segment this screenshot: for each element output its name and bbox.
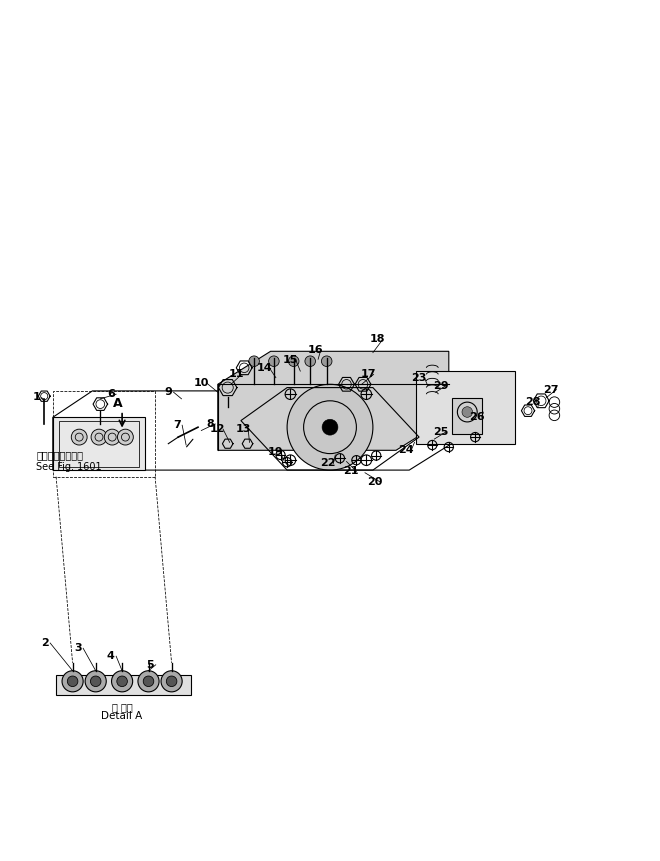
Circle shape (117, 429, 133, 445)
Text: 23: 23 (411, 373, 427, 382)
Text: 7: 7 (173, 420, 181, 430)
Circle shape (462, 406, 473, 418)
Bar (452, 398, 482, 434)
Text: 3: 3 (74, 643, 82, 653)
Circle shape (117, 676, 127, 686)
Text: 9: 9 (164, 387, 172, 397)
Text: 29: 29 (433, 381, 449, 391)
Text: 22: 22 (320, 459, 336, 468)
Text: 17: 17 (360, 369, 376, 380)
Text: 1: 1 (32, 393, 40, 402)
Circle shape (138, 671, 159, 692)
Text: 11: 11 (228, 369, 244, 380)
Circle shape (104, 429, 120, 445)
Circle shape (269, 356, 279, 367)
Circle shape (322, 419, 338, 435)
Text: 26: 26 (469, 412, 484, 422)
Text: 6: 6 (107, 389, 115, 400)
Circle shape (166, 676, 177, 686)
Circle shape (71, 429, 87, 445)
Polygon shape (218, 351, 449, 450)
Text: 19: 19 (268, 447, 284, 456)
Text: 第１６０１図参照
See Fig. 1601: 第１６０１図参照 See Fig. 1601 (36, 450, 102, 472)
Circle shape (67, 676, 78, 686)
Text: 18: 18 (370, 334, 385, 344)
Text: Detail A: Detail A (102, 711, 143, 721)
Text: 16: 16 (308, 345, 323, 355)
Circle shape (321, 356, 332, 367)
Text: A: A (113, 398, 122, 411)
Circle shape (112, 671, 133, 692)
Circle shape (305, 356, 315, 367)
Text: 4: 4 (107, 651, 115, 661)
Circle shape (90, 676, 101, 686)
Circle shape (288, 356, 299, 367)
Text: 2: 2 (41, 638, 49, 648)
Text: 10: 10 (193, 378, 209, 388)
Text: 20: 20 (367, 477, 383, 487)
Text: 8: 8 (206, 419, 214, 429)
Text: 5: 5 (147, 660, 154, 670)
Text: 28: 28 (525, 397, 541, 407)
Text: 21: 21 (343, 467, 359, 476)
Circle shape (143, 676, 154, 686)
Polygon shape (416, 371, 515, 443)
Text: 14: 14 (256, 362, 272, 373)
Text: 15: 15 (282, 355, 298, 365)
Circle shape (85, 671, 106, 692)
Text: 25: 25 (433, 427, 449, 437)
Circle shape (249, 356, 259, 367)
Text: Ａ 詳細: Ａ 詳細 (112, 703, 133, 712)
Text: 24: 24 (398, 445, 414, 455)
Circle shape (161, 671, 182, 692)
Circle shape (62, 671, 83, 692)
Text: 13: 13 (235, 424, 251, 434)
Text: 27: 27 (543, 385, 559, 394)
Circle shape (287, 384, 373, 470)
Circle shape (91, 429, 107, 445)
Text: 12: 12 (210, 424, 226, 434)
Polygon shape (56, 675, 191, 695)
Polygon shape (53, 418, 145, 470)
